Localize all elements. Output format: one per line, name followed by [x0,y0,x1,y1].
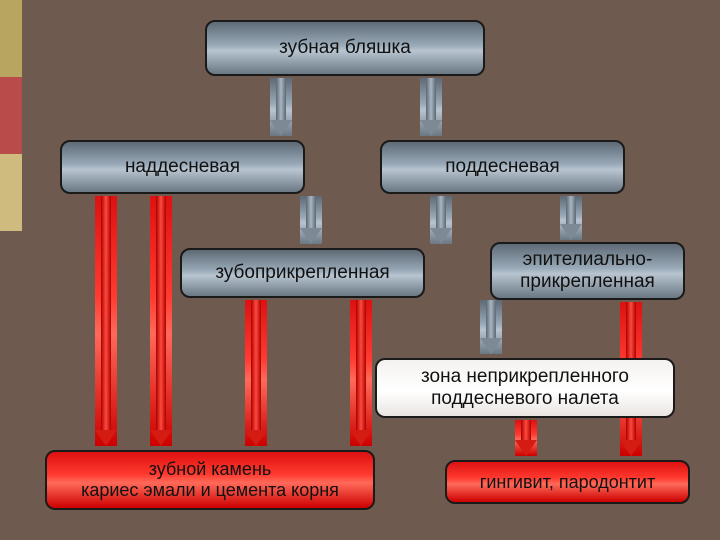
arrow-a4 [430,196,452,244]
arrow-b6 [515,420,537,456]
sidebar-seg [0,463,22,540]
node-tooth: зубоприкрепленная [180,248,425,298]
arrow-a5 [560,196,582,240]
arrow-a3 [300,196,322,244]
sidebar-seg [0,154,22,231]
sidebar-seg [0,309,22,386]
arrow-a6 [480,300,502,354]
sidebar-seg [0,0,22,77]
sidebar-seg [0,231,22,308]
node-calc: зубной каменькариес эмали и цемента корн… [45,450,375,510]
node-sub: поддесневая [380,140,625,194]
arrow-b3 [245,300,267,446]
arrow-b1 [95,196,117,446]
arrow-a1 [270,78,292,136]
node-ging: гингивит, пародонтит [445,460,690,504]
node-supra: наддесневая [60,140,305,194]
node-epith: эпителиально-прикрепленная [490,242,685,300]
arrow-a2 [420,78,442,136]
arrow-b4 [350,300,372,446]
accent-sidebar [0,0,22,540]
node-zone: зона неприкрепленногоподдесневого налета [375,358,675,418]
arrow-b2 [150,196,172,446]
node-root: зубная бляшка [205,20,485,76]
sidebar-seg [0,386,22,463]
sidebar-seg [0,77,22,154]
